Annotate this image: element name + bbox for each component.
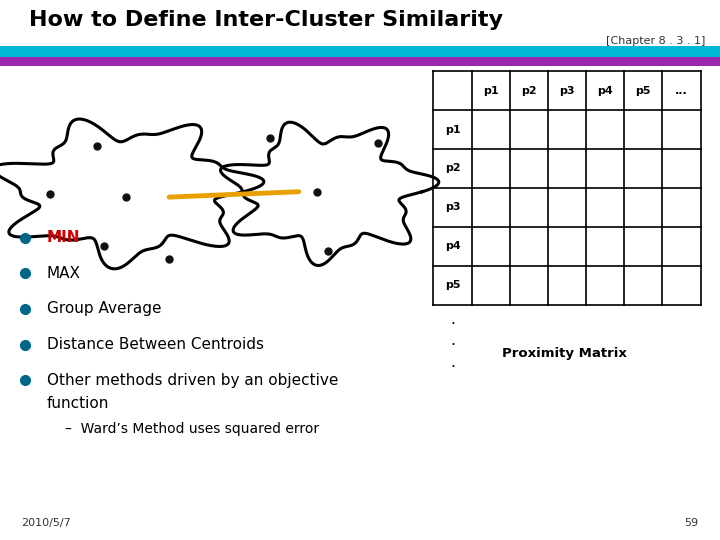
Text: p4: p4 — [445, 241, 460, 251]
Text: 2010/5/7: 2010/5/7 — [22, 518, 71, 528]
Bar — [0, 57, 720, 66]
Text: p2: p2 — [445, 164, 460, 173]
Text: 59: 59 — [684, 518, 698, 528]
Text: ...: ... — [675, 86, 688, 96]
Text: [Chapter 8 . 3 . 1]: [Chapter 8 . 3 . 1] — [606, 36, 706, 46]
Text: p5: p5 — [445, 280, 460, 290]
Text: p5: p5 — [636, 86, 651, 96]
Polygon shape — [0, 119, 264, 269]
Text: p2: p2 — [521, 86, 536, 96]
Text: Distance Between Centroids: Distance Between Centroids — [47, 337, 264, 352]
Text: .: . — [450, 333, 455, 348]
Text: MIN: MIN — [47, 230, 81, 245]
Text: p4: p4 — [598, 86, 613, 96]
Text: Group Average: Group Average — [47, 301, 161, 316]
Text: –  Ward’s Method uses squared error: – Ward’s Method uses squared error — [65, 422, 319, 436]
Text: p1: p1 — [483, 86, 498, 96]
Polygon shape — [220, 122, 438, 266]
Text: p3: p3 — [559, 86, 575, 96]
Bar — [0, 46, 720, 57]
Text: Other methods driven by an objective: Other methods driven by an objective — [47, 373, 338, 388]
Text: .: . — [450, 355, 455, 370]
Text: p3: p3 — [445, 202, 460, 212]
Text: function: function — [47, 396, 109, 411]
Text: p1: p1 — [445, 125, 460, 134]
Text: .: . — [450, 312, 455, 327]
Text: How to Define Inter-Cluster Similarity: How to Define Inter-Cluster Similarity — [29, 10, 503, 30]
Text: Proximity Matrix: Proximity Matrix — [502, 347, 627, 360]
Text: MAX: MAX — [47, 266, 81, 281]
